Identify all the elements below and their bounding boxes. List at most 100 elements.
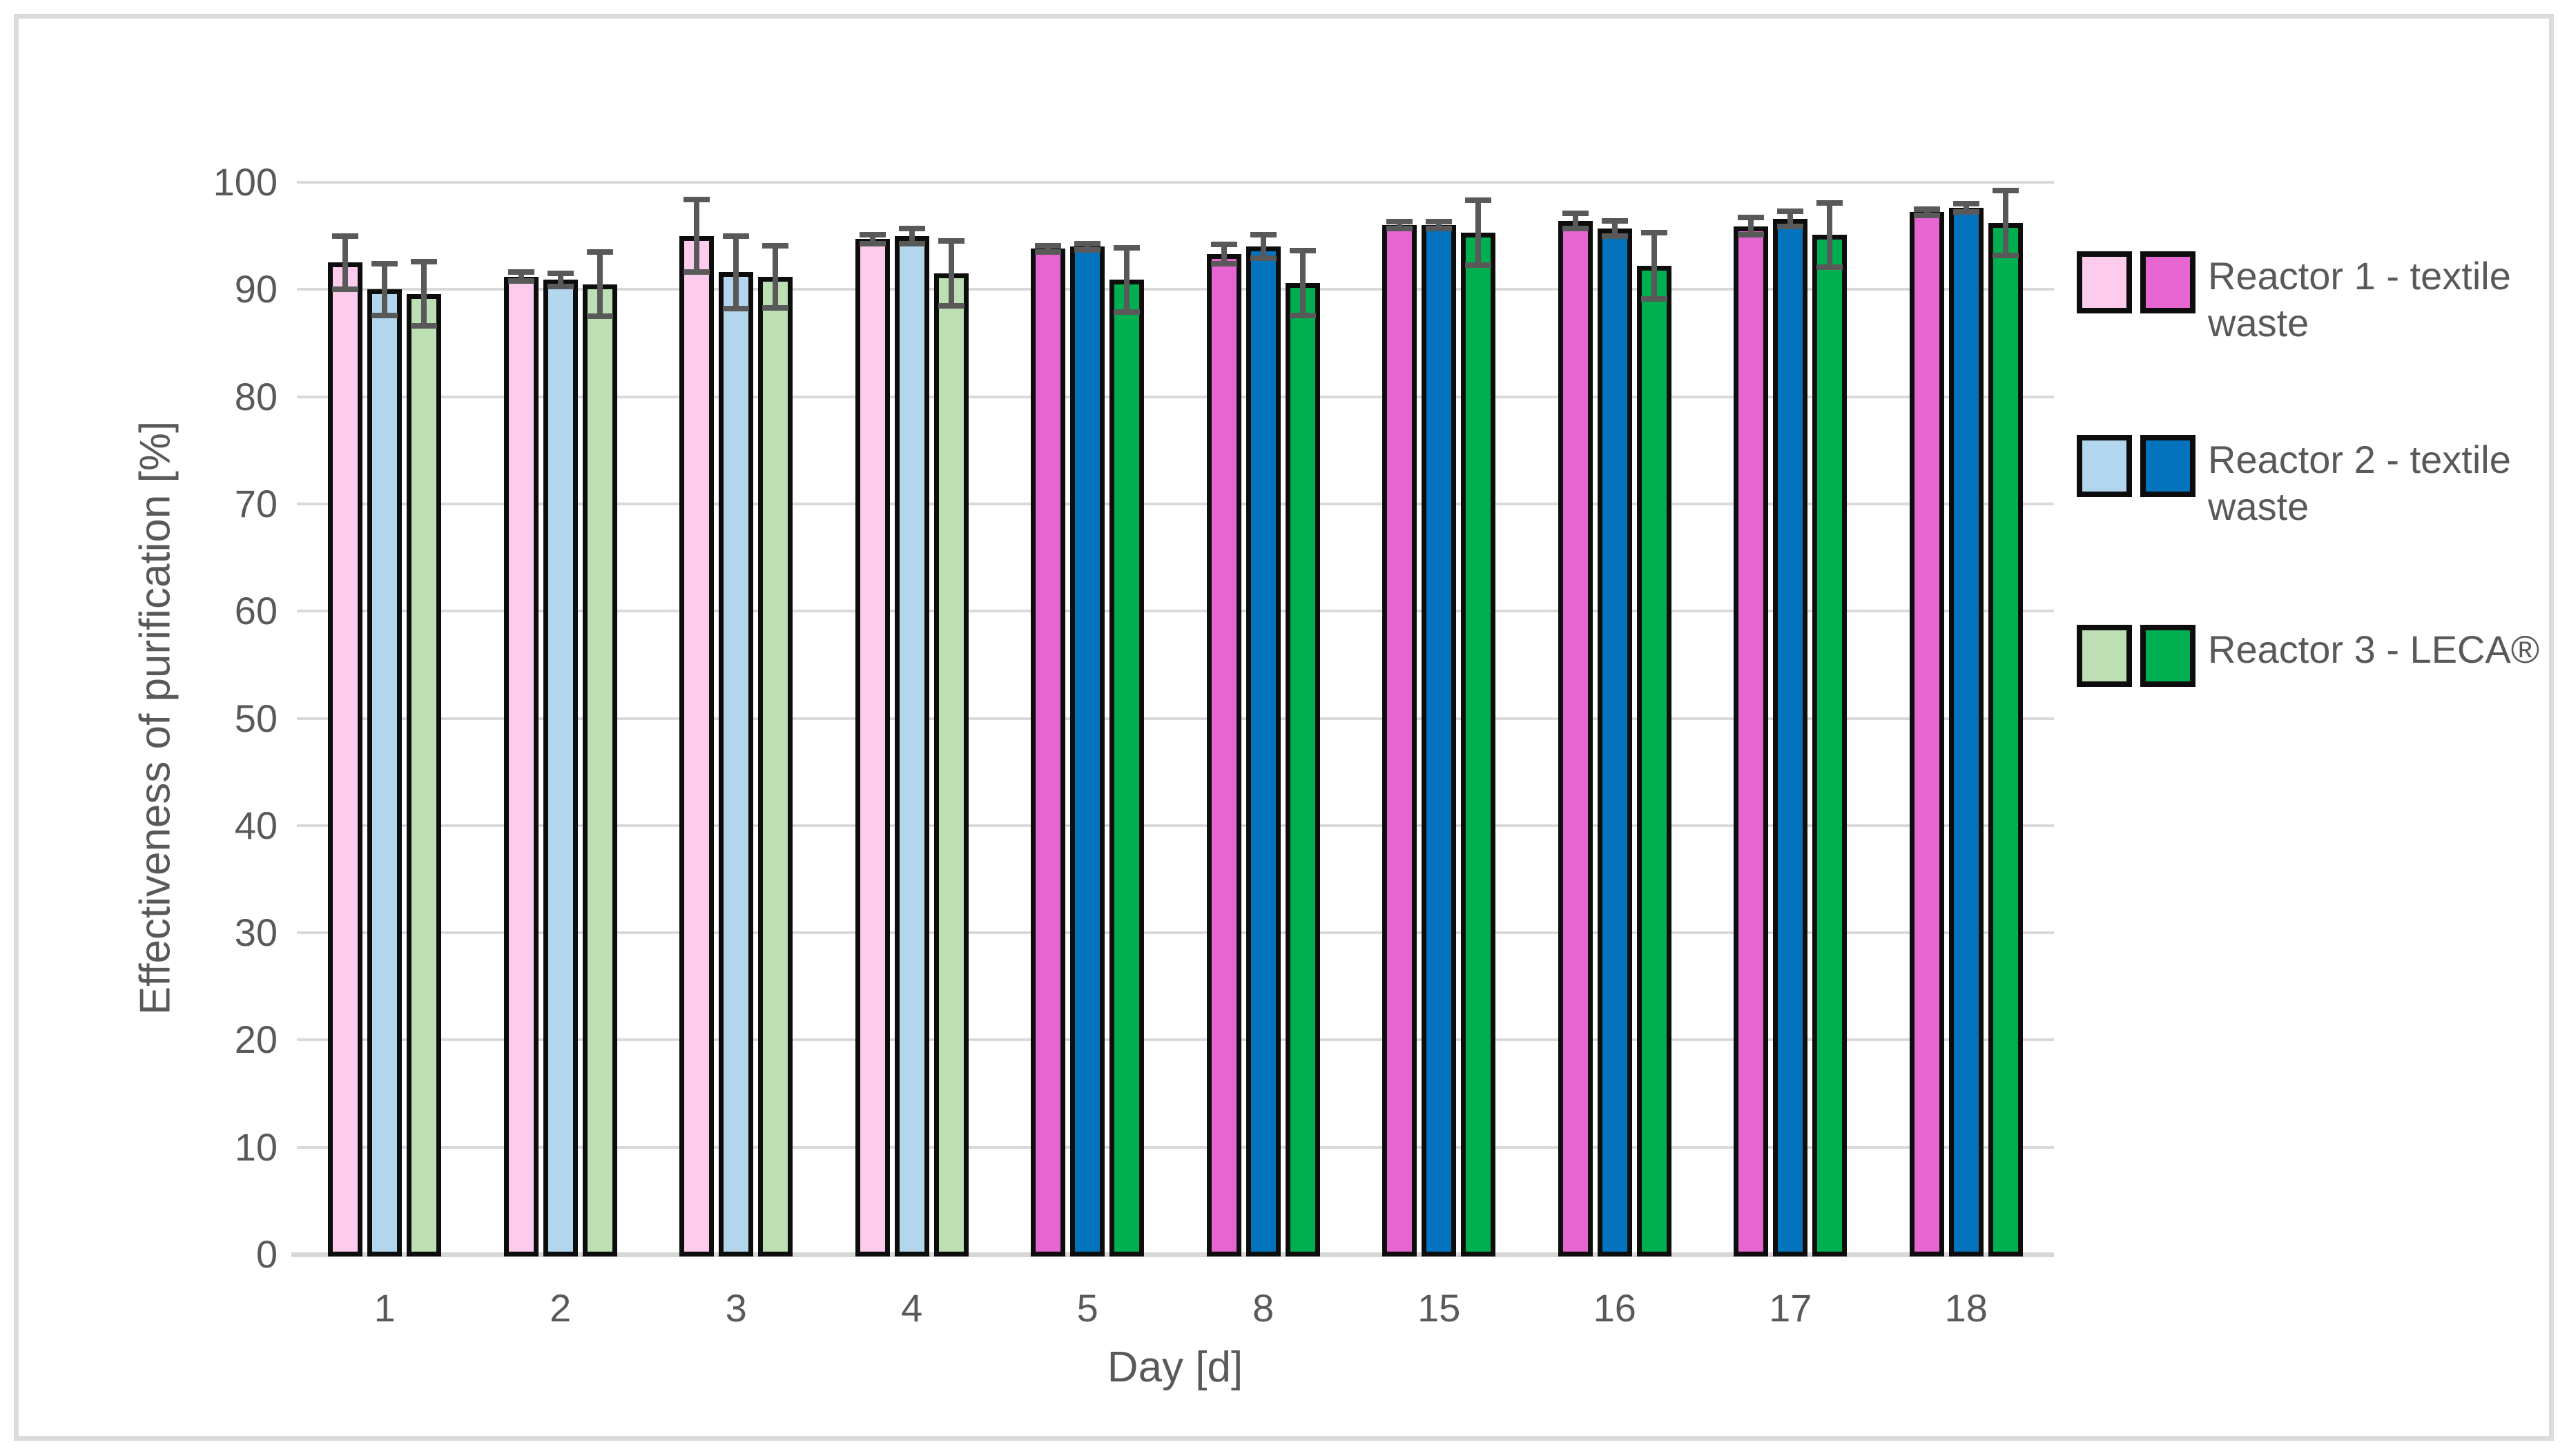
error-bar-cap-top: [859, 232, 886, 238]
error-bar-cap-bottom: [586, 313, 613, 320]
gridline-30: [297, 931, 2054, 935]
error-bar-day4-reactor1: [869, 235, 875, 244]
error-bar-cap-top: [332, 233, 359, 239]
error-bar-cap-bottom: [1210, 261, 1237, 267]
legend-swatch-light-reactor1: [2077, 251, 2132, 313]
error-bar-cap-top: [1816, 200, 1843, 206]
error-bar-cap-top: [507, 269, 534, 275]
error-bar-day16-reactor2: [1611, 220, 1618, 236]
error-bar-cap-bottom: [1816, 264, 1843, 270]
error-bar-cap-top: [1601, 217, 1628, 224]
y-tick-label: 60: [234, 589, 278, 633]
y-tick-label: 10: [234, 1125, 278, 1169]
error-bar-cap-bottom: [1114, 309, 1141, 315]
y-tick-label: 70: [234, 481, 278, 525]
error-bar-day1-reactor2: [382, 264, 388, 316]
error-bar-day17-reactor3: [1827, 202, 1833, 267]
bar-day1-reactor3: [407, 293, 442, 1256]
bar-day17-reactor3: [1812, 235, 1848, 1256]
bar-day15-reactor1: [1382, 225, 1417, 1256]
error-bar-cap-bottom: [859, 240, 886, 246]
error-bar-cap-top: [1562, 211, 1589, 217]
bar-day5-reactor2: [1070, 246, 1105, 1256]
error-bar-cap-top: [1426, 219, 1453, 225]
error-bar-cap-top: [1250, 232, 1277, 238]
error-bar-day17-reactor2: [1787, 211, 1794, 226]
error-bar-cap-top: [723, 233, 750, 239]
bar-day4-reactor3: [933, 273, 969, 1256]
error-bar-day5-reactor3: [1124, 247, 1130, 312]
error-bar-cap-top: [684, 196, 710, 202]
error-bar-cap-top: [1913, 206, 1940, 212]
legend-entry-reactor3: Reactor 3 - LECA®: [2077, 625, 2569, 687]
y-tick-label: 20: [234, 1018, 278, 1062]
error-bar-day15-reactor3: [1475, 200, 1482, 265]
error-bar-day16-reactor3: [1651, 232, 1657, 300]
error-bar-day2-reactor1: [518, 272, 524, 281]
error-bar-day15-reactor2: [1436, 222, 1442, 229]
error-bar-day5-reactor2: [1085, 243, 1091, 250]
x-tick-label: 5: [1076, 1286, 1098, 1330]
x-tick-label: 4: [901, 1286, 923, 1330]
gridline-90: [297, 288, 2054, 291]
gridline-60: [297, 610, 2054, 613]
error-bar-cap-top: [762, 242, 789, 249]
error-bar-cap-top: [1114, 244, 1141, 251]
error-bar-day1-reactor3: [421, 261, 427, 327]
error-bar-cap-bottom: [1601, 233, 1628, 239]
error-bar-cap-bottom: [1738, 232, 1765, 238]
gridline-50: [297, 717, 2054, 720]
legend-swatch-light-reactor2: [2077, 435, 2132, 497]
error-bar-cap-top: [1738, 215, 1765, 221]
gridline-20: [297, 1038, 2054, 1042]
bar-day2-reactor2: [543, 280, 578, 1256]
y-tick-label: 50: [234, 696, 278, 740]
x-axis-title: Day [d]: [1107, 1343, 1243, 1391]
legend-label: Reactor 1 - textile waste: [2208, 254, 2511, 344]
error-bar-cap-bottom: [1465, 262, 1492, 268]
error-bar-cap-top: [1640, 229, 1667, 235]
x-axis-line: [291, 1252, 2054, 1257]
bar-day3-reactor3: [758, 276, 793, 1256]
bar-day5-reactor1: [1031, 249, 1066, 1256]
error-bar-day17-reactor1: [1748, 217, 1754, 235]
error-bar-day18-reactor3: [2002, 191, 2008, 255]
bar-day1-reactor1: [328, 262, 363, 1256]
bar-day16-reactor3: [1636, 266, 1671, 1256]
error-bar-cap-bottom: [684, 269, 710, 275]
error-bar-cap-bottom: [1777, 223, 1804, 229]
x-tick-label: 15: [1417, 1286, 1461, 1330]
bar-day4-reactor1: [855, 239, 890, 1256]
error-bar-cap-bottom: [1640, 296, 1667, 302]
bar-day18-reactor3: [1988, 223, 2023, 1256]
error-bar-cap-top: [547, 271, 574, 276]
bar-day2-reactor3: [582, 284, 617, 1256]
error-bar-day3-reactor3: [773, 245, 779, 308]
gridline-70: [297, 502, 2054, 505]
error-bar-day2-reactor2: [557, 273, 563, 287]
gridline-80: [297, 395, 2054, 398]
error-bar-day3-reactor1: [694, 199, 700, 273]
bar-day1-reactor2: [367, 289, 403, 1256]
error-bar-cap-bottom: [547, 283, 574, 289]
bar-day3-reactor2: [719, 272, 754, 1256]
error-bar-day3-reactor2: [733, 235, 739, 309]
bar-day17-reactor2: [1773, 218, 1808, 1256]
error-bar-cap-top: [1289, 248, 1316, 254]
error-bar-day8-reactor3: [1299, 251, 1306, 316]
error-bar-cap-top: [898, 225, 925, 231]
legend-entry-reactor2: Reactor 2 - textile waste: [2077, 435, 2569, 530]
error-bar-cap-top: [1035, 242, 1062, 249]
error-bar-cap-bottom: [1289, 312, 1316, 318]
error-bar-cap-top: [1952, 201, 1979, 207]
x-tick-label: 16: [1593, 1286, 1636, 1330]
error-bar-day18-reactor1: [1923, 208, 1930, 216]
legend-swatch-dark-reactor2: [2140, 435, 2195, 497]
error-bar-cap-bottom: [1250, 255, 1277, 262]
legend-label: Reactor 2 - textile waste: [2208, 438, 2511, 528]
bar-day4-reactor2: [894, 235, 929, 1256]
y-tick-label: 30: [234, 911, 278, 955]
error-bar-cap-bottom: [1386, 225, 1413, 231]
error-bar-day2-reactor3: [597, 251, 603, 317]
error-bar-cap-top: [1465, 197, 1492, 204]
